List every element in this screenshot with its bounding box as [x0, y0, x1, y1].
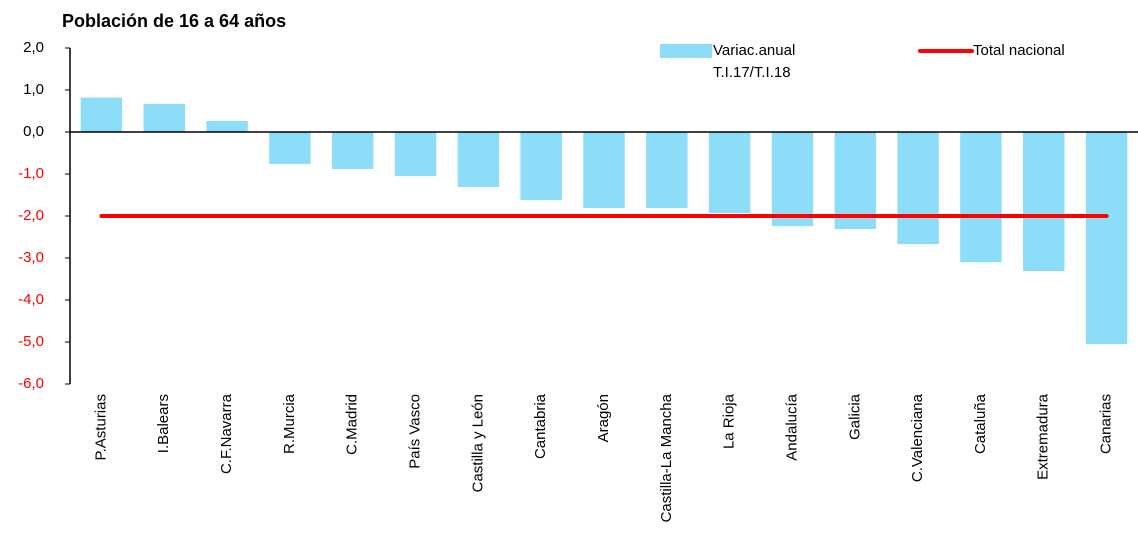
- x-tick-label: I.Balears: [155, 394, 172, 453]
- bar: [897, 132, 939, 245]
- x-tick-label: Aragón: [595, 394, 612, 442]
- y-tick-label: -5,0: [18, 333, 44, 350]
- bar: [1085, 132, 1128, 345]
- legend-label: Total nacional: [973, 42, 1065, 59]
- y-tick-label: 0,0: [23, 123, 44, 140]
- y-tick-label: -6,0: [18, 375, 44, 392]
- x-tick-label: P.Asturias: [92, 394, 109, 460]
- x-tick-label: Castilla y León: [469, 394, 486, 492]
- chart-title: Población de 16 a 64 años: [62, 11, 286, 31]
- x-tick-label: Extremadura: [1035, 393, 1052, 480]
- legend-swatch: [660, 44, 712, 58]
- bar: [331, 132, 374, 169]
- bar: [960, 132, 1002, 263]
- y-tick-label: -3,0: [18, 249, 44, 266]
- y-tick-label: 2,0: [23, 39, 44, 56]
- bar: [206, 121, 248, 132]
- x-tick-label: Galicia: [846, 393, 863, 440]
- x-tick-label: Canarias: [1098, 394, 1115, 454]
- x-tick-label: Cataluña: [972, 393, 989, 454]
- x-tick-label: País Vasco: [406, 394, 423, 469]
- bar: [143, 103, 185, 132]
- bar: [771, 132, 814, 227]
- x-tick-label: Castilla-La Mancha: [658, 393, 675, 522]
- x-tick-label: R.Murcia: [281, 393, 298, 454]
- bar: [394, 132, 437, 177]
- bar: [1023, 132, 1065, 272]
- y-tick-label: 1,0: [23, 81, 44, 98]
- bar: [708, 132, 751, 214]
- bar: [583, 132, 625, 209]
- x-tick-label: C.F.Navarra: [218, 393, 235, 474]
- x-tick-label: Cantabria: [532, 393, 549, 459]
- x-tick-label: C.Valenciana: [909, 393, 926, 482]
- y-tick-label: -4,0: [18, 291, 44, 308]
- bar: [646, 132, 688, 209]
- bar: [520, 132, 562, 201]
- legend-label: Variac.anual T.I.17/T.I.18: [713, 42, 796, 81]
- y-tick-label: -2,0: [18, 207, 44, 224]
- bar: [834, 132, 877, 230]
- bar: [80, 97, 123, 132]
- x-tick-label: C.Madrid: [344, 394, 361, 455]
- bar: [457, 132, 500, 188]
- x-tick-label: Andalucía: [783, 393, 800, 460]
- x-tick-label: La Rioja: [721, 393, 738, 449]
- y-tick-label: -1,0: [18, 165, 44, 182]
- bar: [269, 132, 311, 164]
